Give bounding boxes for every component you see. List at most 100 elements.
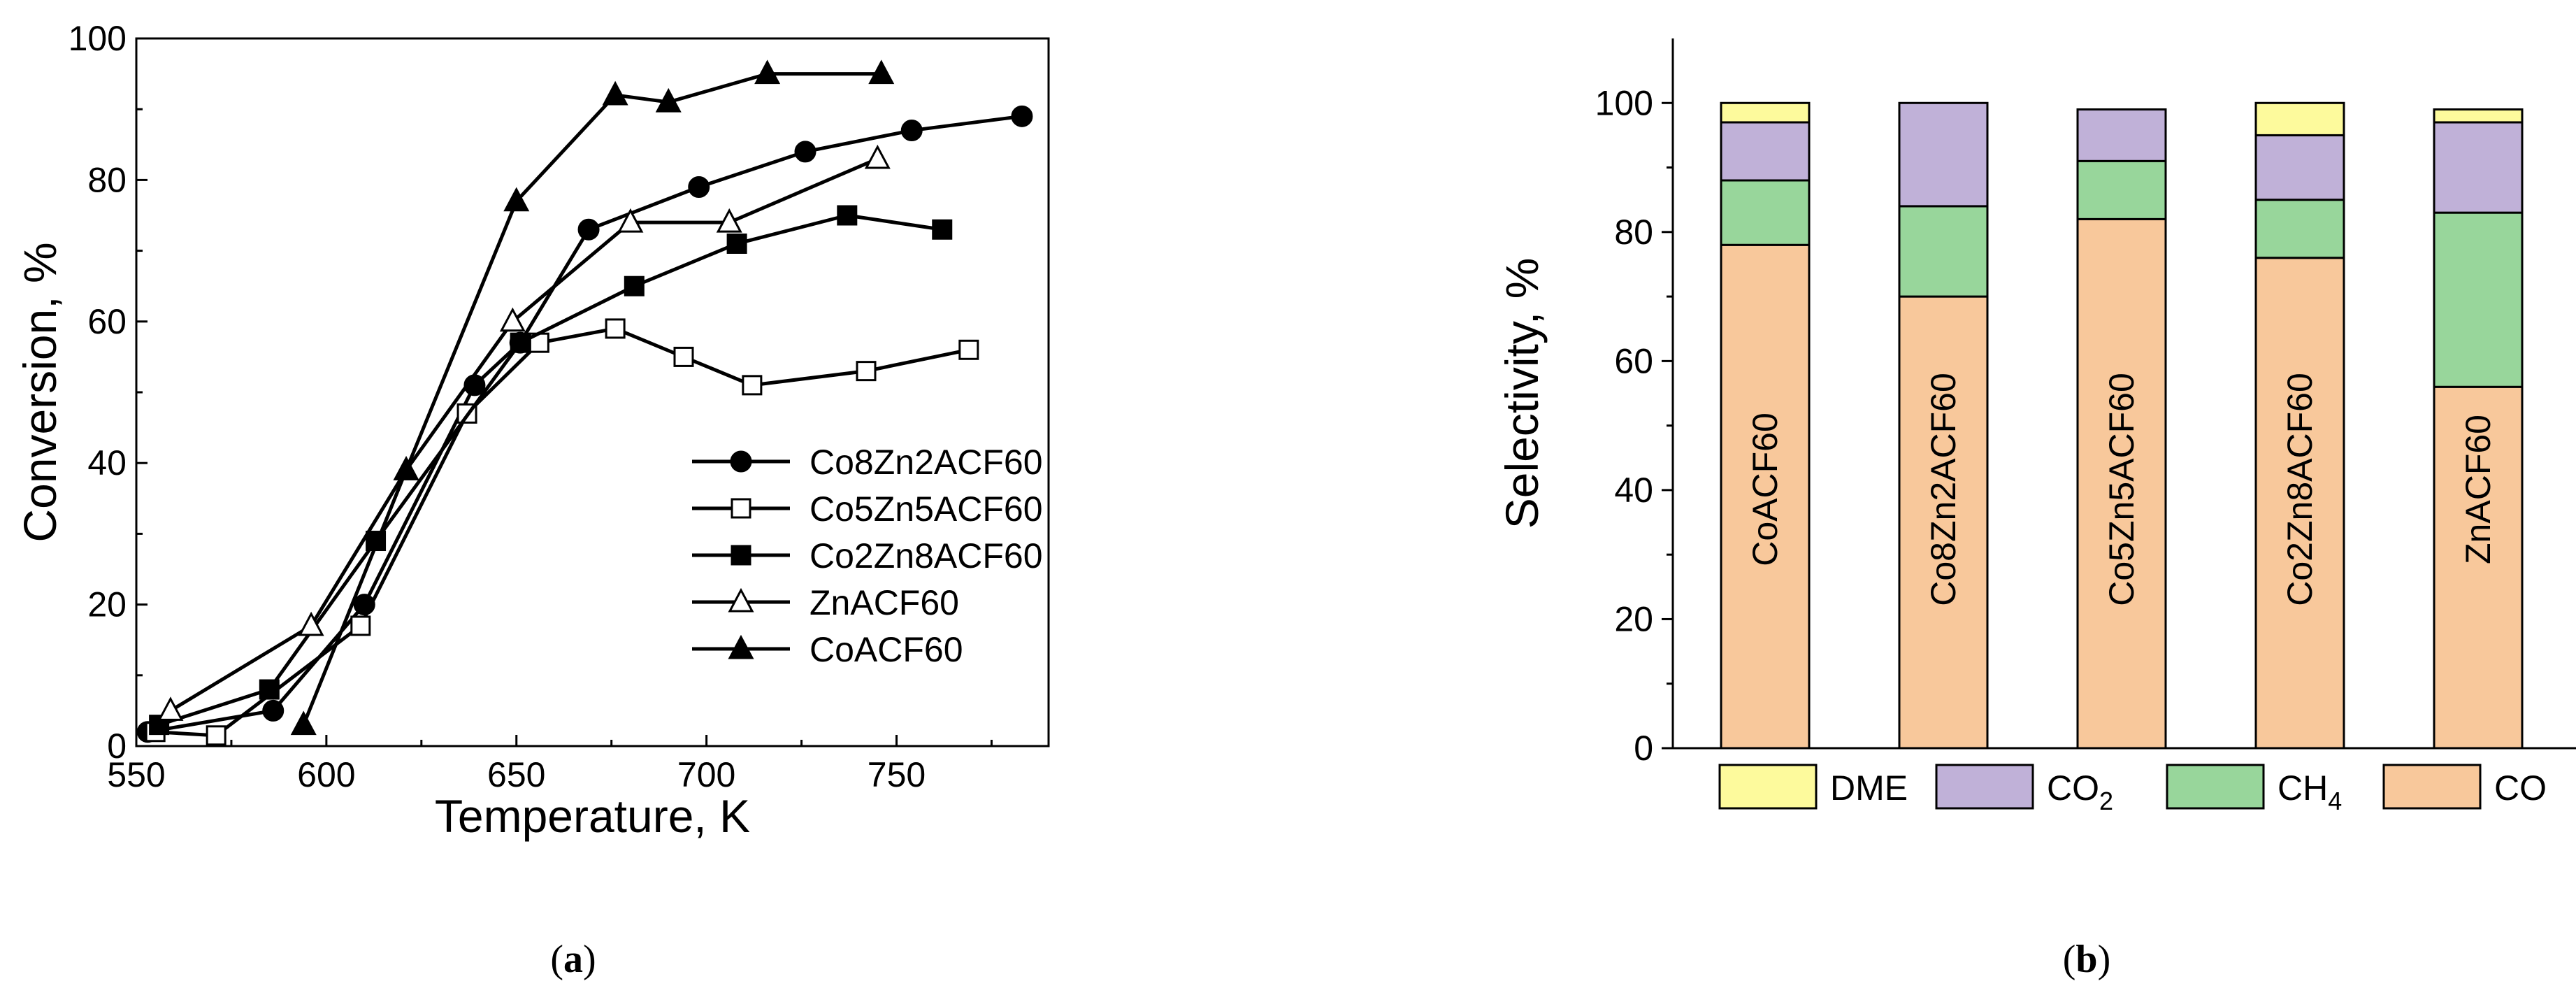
data-point-coacf60 <box>754 59 781 85</box>
data-point-co8zn2acf60 <box>688 176 710 199</box>
data-point-znacf60 <box>157 696 184 721</box>
data-point-znacf60 <box>864 144 891 169</box>
y-tick-label: 60 <box>1614 341 1653 380</box>
series-coacf60 <box>290 59 895 736</box>
data-point-co8zn2acf60 <box>794 141 816 163</box>
bar-segment-ch4 <box>2254 199 2345 259</box>
y-tick-label: 40 <box>87 443 127 482</box>
x-tick-label: 750 <box>868 755 926 794</box>
y-tick-label: 20 <box>1614 599 1653 638</box>
legend-label-znacf60: ZnACF60 <box>810 583 959 622</box>
bar-segment-co2 <box>2254 134 2345 201</box>
data-point-co8zn2acf60 <box>1011 105 1033 127</box>
data-point-znacf60 <box>617 208 644 233</box>
x-tick-label: 550 <box>107 755 165 794</box>
series-line-znacf60 <box>169 157 879 713</box>
x-tick-label: 700 <box>677 755 735 794</box>
y-tick-label: 100 <box>69 19 127 58</box>
bar-segment-ch4 <box>2433 211 2524 388</box>
data-point-co5zn5acf60 <box>206 725 226 746</box>
bar-segment-ch4 <box>1720 179 1811 246</box>
legend-marker-co2zn8acf60 <box>731 545 751 566</box>
legend-swatch-ch4 <box>2166 764 2265 810</box>
bar-category-label: CoACF60 <box>1746 413 1785 566</box>
y-tick-label: 100 <box>1595 83 1653 122</box>
legend-marker-co8zn2acf60 <box>730 450 752 473</box>
y-tick-label: 80 <box>87 160 127 199</box>
data-point-co8zn2acf60 <box>262 699 285 722</box>
legend-marker-znacf60 <box>728 587 754 613</box>
bar-category-label: Co5Zn5ACF60 <box>2102 373 2141 606</box>
data-point-coacf60 <box>868 59 895 85</box>
x-tick-label: 650 <box>487 755 545 794</box>
conversion-chart: 550 600 650 700 750 0 20 40 60 80 100 Temperature, … <box>14 19 1050 842</box>
bar-segment-ch4 <box>2076 159 2167 220</box>
legend-label-ch4: CH4 <box>2278 768 2342 815</box>
data-point-coacf60 <box>602 80 628 106</box>
y-axis-label: Selectivity, % <box>1496 258 1548 529</box>
bar-segment-co2 <box>2076 108 2167 162</box>
panel-b-caption: (b) <box>2063 938 2110 981</box>
data-point-co5zn5acf60 <box>605 318 626 339</box>
data-point-znacf60 <box>298 611 324 636</box>
bar-segment-co2 <box>1898 101 1989 208</box>
y-tick-label: 40 <box>1614 471 1653 510</box>
data-point-co5zn5acf60 <box>742 375 763 396</box>
data-point-coacf60 <box>655 87 682 113</box>
data-point-co2zn8acf60 <box>510 332 531 353</box>
bar-category-label: Co2Zn8ACF60 <box>2280 373 2319 606</box>
data-point-znacf60 <box>499 307 526 332</box>
legend-marker-coacf60 <box>728 634 754 659</box>
panel-a-caption: (a) <box>550 938 596 981</box>
bar-segment-co2 <box>2433 121 2524 214</box>
data-point-coacf60 <box>503 187 530 212</box>
data-point-coacf60 <box>393 456 419 480</box>
bar-group-co5zn5acf60: Co5Zn5ACF60 <box>2076 108 2167 750</box>
series-co2zn8acf60 <box>149 205 953 736</box>
legend-swatch-co <box>2382 764 2482 810</box>
y-tick-label: 0 <box>1634 729 1653 768</box>
bar-group-znacf60: ZnACF60 <box>2433 108 2524 750</box>
y-tick-label: 60 <box>87 302 127 341</box>
series-line-coacf60 <box>301 72 882 726</box>
bar-segment-co <box>2254 257 2345 750</box>
data-point-co2zn8acf60 <box>624 275 645 296</box>
legend-swatch-dme <box>1718 764 1818 810</box>
data-point-co8zn2acf60 <box>900 120 923 142</box>
y-axis-label: Conversion, % <box>14 242 66 542</box>
y-tick-label: 20 <box>87 585 127 624</box>
bar-segment-dme <box>2254 101 2345 136</box>
bar-segment-dme <box>2433 108 2524 124</box>
legend: DME CO2 CH4 CO <box>1718 764 2547 815</box>
x-tick-label: 600 <box>297 755 355 794</box>
data-point-co8zn2acf60 <box>577 218 600 241</box>
bar-segment-ch4 <box>1898 205 1989 298</box>
data-point-co2zn8acf60 <box>837 205 858 226</box>
bar-group-coacf60: CoACF60 <box>1720 101 1811 750</box>
data-point-co5zn5acf60 <box>673 346 694 367</box>
legend-label-co: CO <box>2494 768 2547 808</box>
data-point-co5zn5acf60 <box>958 339 979 360</box>
data-point-znacf60 <box>716 208 742 233</box>
y-tick-label: 80 <box>1614 213 1653 252</box>
data-point-co2zn8acf60 <box>259 679 280 700</box>
series-co5zn5acf60 <box>145 318 979 746</box>
data-point-co2zn8acf60 <box>932 219 953 240</box>
legend: Co8Zn2ACF60 Co5Zn5ACF60 Co2Zn8ACF60 ZnACF60… <box>692 443 1043 669</box>
x-axis-label: Temperature, K <box>435 790 750 842</box>
bar-category-label: ZnACF60 <box>2459 415 2498 564</box>
y-tick-label: 0 <box>107 727 127 766</box>
data-point-co2zn8acf60 <box>726 233 747 254</box>
legend-label-co2: CO2 <box>2047 768 2113 815</box>
legend-label-coacf60: CoACF60 <box>810 630 963 669</box>
bar-group-co2zn8acf60: Co2Zn8ACF60 <box>2254 101 2345 750</box>
data-point-co5zn5acf60 <box>856 361 877 382</box>
bar-segment-co <box>1898 295 1989 750</box>
legend-label-co5zn5acf60: Co5Zn5ACF60 <box>810 489 1043 529</box>
legend-marker-co5zn5acf60 <box>731 498 751 519</box>
bar-group-co8zn2acf60: Co8Zn2ACF60 <box>1898 101 1989 750</box>
data-point-coacf60 <box>290 710 317 736</box>
selectivity-chart: 0 20 40 60 80 100 Selectivity, % CoACF60 Co8Zn2A… <box>1496 38 2576 815</box>
bar-segment-co <box>1720 243 1811 750</box>
